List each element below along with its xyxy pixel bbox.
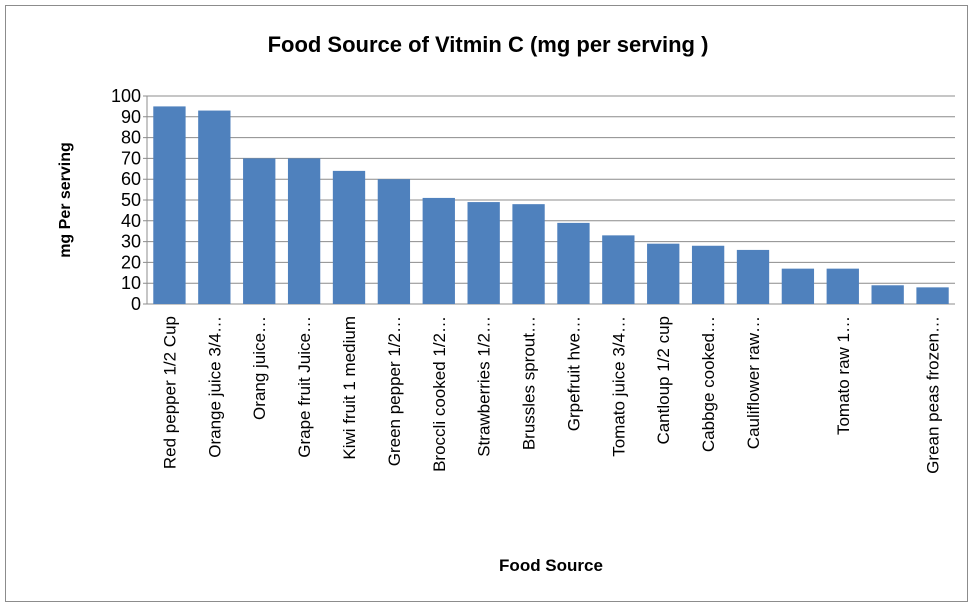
bar (647, 243, 680, 304)
bar (422, 197, 455, 304)
x-tick-label: Grean peas frozen… (924, 316, 943, 474)
x-tick-label: Cantloup 1/2 cup (654, 316, 673, 445)
x-tick-label: Tomato raw 1… (834, 316, 853, 435)
y-tick-label: 40 (121, 211, 141, 231)
x-tick-label: Cauliflower raw… (744, 316, 763, 449)
x-tick-label: Red pepper 1/2 Cup (160, 316, 179, 469)
bar (916, 287, 949, 304)
y-tick-label: 10 (121, 273, 141, 293)
x-tick-label: Grape fruit Juice… (295, 316, 314, 458)
y-tick-label: 0 (131, 294, 141, 314)
bar (691, 245, 725, 304)
y-tick-label: 60 (121, 169, 141, 189)
bar (602, 235, 635, 304)
bar (198, 110, 231, 304)
x-tick-label: Broccli cooked 1/2… (430, 316, 449, 472)
y-tick-label: 90 (121, 107, 141, 127)
y-axis-title: mg Per serving (57, 142, 74, 258)
x-tick-label: Strawberries 1/2… (475, 316, 494, 457)
bar (243, 158, 276, 304)
bar (377, 179, 411, 304)
chart-title: Food Source of Vitmin C (mg per serving … (268, 32, 709, 57)
bar (332, 170, 366, 304)
y-tick-label: 100 (111, 86, 141, 106)
bar (736, 249, 770, 304)
x-tick-label: Tomato juice 3/4… (609, 316, 628, 457)
bar (781, 268, 815, 304)
y-tick-label: 30 (121, 232, 141, 252)
y-tick-label: 20 (121, 252, 141, 272)
x-tick-label: Cabbge cooked… (699, 316, 718, 452)
x-tick-label: Orange juice 3/4… (205, 316, 224, 458)
y-tick-label: 80 (121, 128, 141, 148)
x-tick-label: Orang juice… (250, 316, 269, 420)
x-tick-label: Grpefruit hve… (564, 316, 583, 431)
x-tick-label: Green pepper 1/2… (385, 316, 404, 466)
bar (153, 106, 186, 305)
bar (287, 158, 321, 304)
bar (871, 285, 904, 304)
bar (512, 204, 545, 304)
x-tick-label: Kiwi fruit 1 medium (340, 316, 359, 460)
x-axis-title: Food Source (499, 556, 603, 575)
bar (467, 202, 500, 304)
bar (826, 268, 859, 304)
bar (557, 222, 590, 304)
x-tick-label: Brussles sprout… (520, 316, 539, 450)
y-tick-label: 70 (121, 148, 141, 168)
y-tick-label: 50 (121, 190, 141, 210)
